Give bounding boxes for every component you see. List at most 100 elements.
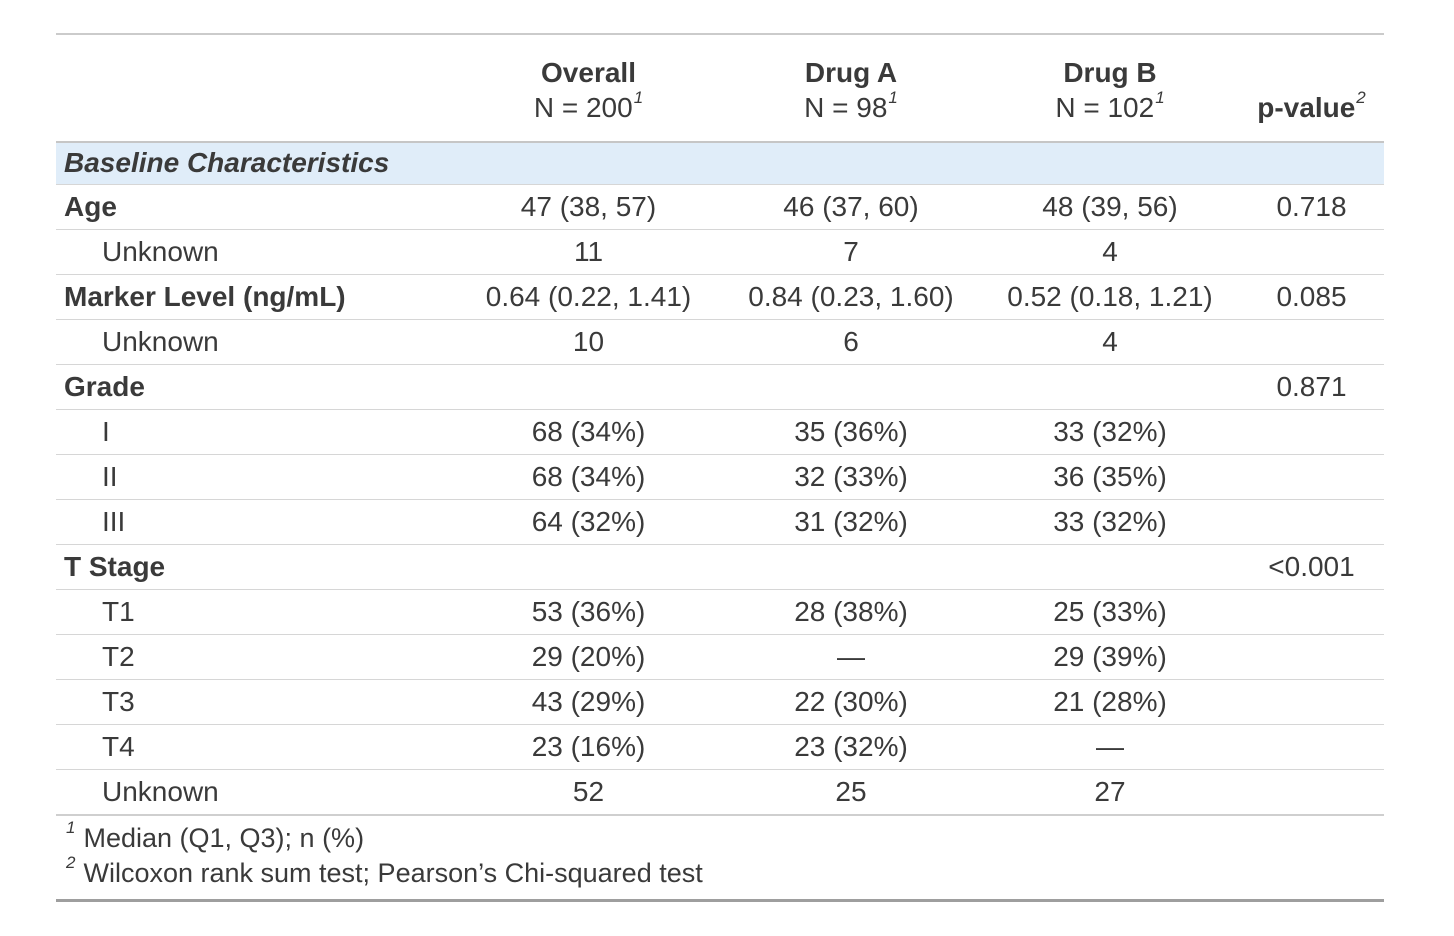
cell-drug-b: 4 [981, 318, 1239, 364]
row-label: T Stage [56, 543, 456, 589]
n-text-drug-a: N = 98 [804, 92, 888, 123]
row-label: T3 [56, 678, 456, 724]
column-title-drug-a: Drug A [804, 57, 898, 88]
table-row-t-stage: T Stage <0.001 [56, 543, 1384, 589]
table-row-t2: T2 29 (20%) — 29 (39%) [56, 633, 1384, 679]
table-row-grade: Grade 0.871 [56, 363, 1384, 409]
cell-overall: 10 [456, 318, 721, 364]
column-n-drug-a: N = 981 [729, 87, 973, 125]
cell-p-value [1239, 228, 1384, 274]
cell-p-value [1239, 453, 1384, 499]
cell-drug-a: 6 [721, 318, 981, 364]
column-header-drug-a: Drug A N = 981 [721, 34, 981, 143]
footnote-1-text: Median (Q1, Q3); n (%) [83, 822, 365, 853]
table-row-t4: T4 23 (16%) 23 (32%) — [56, 723, 1384, 769]
cell-overall: 68 (34%) [456, 453, 721, 499]
table-row-marker-unknown: Unknown 10 6 4 [56, 318, 1384, 364]
footnote-mark-1: 1 [1155, 87, 1165, 107]
cell-drug-a: 31 (32%) [721, 498, 981, 544]
cell-drug-b [981, 543, 1239, 589]
table-body: Baseline Characteristics Age 47 (38, 57)… [56, 142, 1384, 815]
column-n-overall: N = 2001 [464, 89, 713, 125]
cell-drug-a: 35 (36%) [721, 408, 981, 454]
row-label: T2 [56, 633, 456, 679]
cell-drug-a: 22 (30%) [721, 678, 981, 724]
cell-overall: 47 (38, 57) [456, 183, 721, 229]
cell-overall: 52 [456, 768, 721, 815]
table-header: Overall N = 2001 Drug A N = 981 Drug B N… [56, 34, 1384, 143]
cell-overall: 11 [456, 228, 721, 274]
cell-p-value: 0.871 [1239, 363, 1384, 409]
row-label: III [56, 498, 456, 544]
column-title-overall: Overall [541, 57, 636, 88]
table-row-t3: T3 43 (29%) 22 (30%) 21 (28%) [56, 678, 1384, 724]
footnote-mark-2: 2 [1356, 87, 1366, 107]
group-header-label: Baseline Characteristics [56, 142, 1384, 184]
cell-drug-b: — [981, 723, 1239, 769]
footnote-1: 1 Median (Q1, Q3); n (%) [56, 813, 1384, 858]
cell-overall [456, 543, 721, 589]
cell-drug-b: 4 [981, 228, 1239, 274]
cell-drug-a: 7 [721, 228, 981, 274]
table-row-t-stage-unknown: Unknown 52 25 27 [56, 768, 1384, 815]
column-n-drug-b: N = 1021 [989, 87, 1231, 125]
footnote-2-text: Wilcoxon rank sum test; Pearson’s Chi-sq… [83, 858, 703, 889]
cell-drug-a: 32 (33%) [721, 453, 981, 499]
cell-p-value [1239, 498, 1384, 544]
footnote-mark-2: 2 [66, 853, 76, 873]
cell-drug-b: 27 [981, 768, 1239, 815]
footnote-row-2: 2 Wilcoxon rank sum test; Pearson’s Chi-s… [56, 854, 1384, 900]
cell-drug-b [981, 363, 1239, 409]
group-header-row: Baseline Characteristics [56, 142, 1384, 184]
cell-p-value [1239, 768, 1384, 815]
cell-drug-b: 0.52 (0.18, 1.21) [981, 273, 1239, 319]
column-header-p-value: p-value2 [1239, 34, 1384, 143]
cell-overall: 64 (32%) [456, 498, 721, 544]
row-label: T4 [56, 723, 456, 769]
table-row-grade-2: II 68 (34%) 32 (33%) 36 (35%) [56, 453, 1384, 499]
cell-drug-a [721, 363, 981, 409]
cell-p-value: <0.001 [1239, 543, 1384, 589]
cell-p-value [1239, 633, 1384, 679]
cell-drug-b: 36 (35%) [981, 453, 1239, 499]
cell-p-value: 0.085 [1239, 273, 1384, 319]
cell-p-value: 0.718 [1239, 183, 1384, 229]
cell-p-value [1239, 678, 1384, 724]
cell-p-value [1239, 318, 1384, 364]
stub-header-cell [56, 34, 456, 143]
header-row: Overall N = 2001 Drug A N = 981 Drug B N… [56, 34, 1384, 143]
cell-overall [456, 363, 721, 409]
cell-overall: 0.64 (0.22, 1.41) [456, 273, 721, 319]
cell-drug-a: 25 [721, 768, 981, 815]
cell-drug-b: 21 (28%) [981, 678, 1239, 724]
cell-drug-b: 25 (33%) [981, 588, 1239, 634]
cell-overall: 23 (16%) [456, 723, 721, 769]
cell-overall: 29 (20%) [456, 633, 721, 679]
cell-p-value [1239, 588, 1384, 634]
cell-drug-b: 29 (39%) [981, 633, 1239, 679]
cell-drug-b: 33 (32%) [981, 408, 1239, 454]
cell-drug-a: 0.84 (0.23, 1.60) [721, 273, 981, 319]
row-label: I [56, 408, 456, 454]
row-label: Age [56, 183, 456, 229]
cell-drug-a: 23 (32%) [721, 723, 981, 769]
column-header-overall: Overall N = 2001 [456, 34, 721, 143]
column-title-drug-b: Drug B [1063, 57, 1157, 88]
column-title-p-value: p-value2 [1247, 87, 1376, 125]
row-label: Grade [56, 363, 456, 409]
row-label: Marker Level (ng/mL) [56, 273, 456, 319]
column-header-drug-b: Drug B N = 1021 [981, 34, 1239, 143]
cell-drug-a [721, 543, 981, 589]
cell-drug-a: 28 (38%) [721, 588, 981, 634]
table-row-age: Age 47 (38, 57) 46 (37, 60) 48 (39, 56) … [56, 183, 1384, 229]
row-label: Unknown [56, 228, 456, 274]
summary-table: Overall N = 2001 Drug A N = 981 Drug B N… [56, 33, 1384, 902]
footnote-mark-1: 1 [888, 87, 898, 107]
cell-overall: 68 (34%) [456, 408, 721, 454]
cell-overall: 43 (29%) [456, 678, 721, 724]
row-label: II [56, 453, 456, 499]
n-text-drug-b: N = 102 [1055, 92, 1155, 123]
cell-drug-a: 46 (37, 60) [721, 183, 981, 229]
row-label: Unknown [56, 768, 456, 815]
